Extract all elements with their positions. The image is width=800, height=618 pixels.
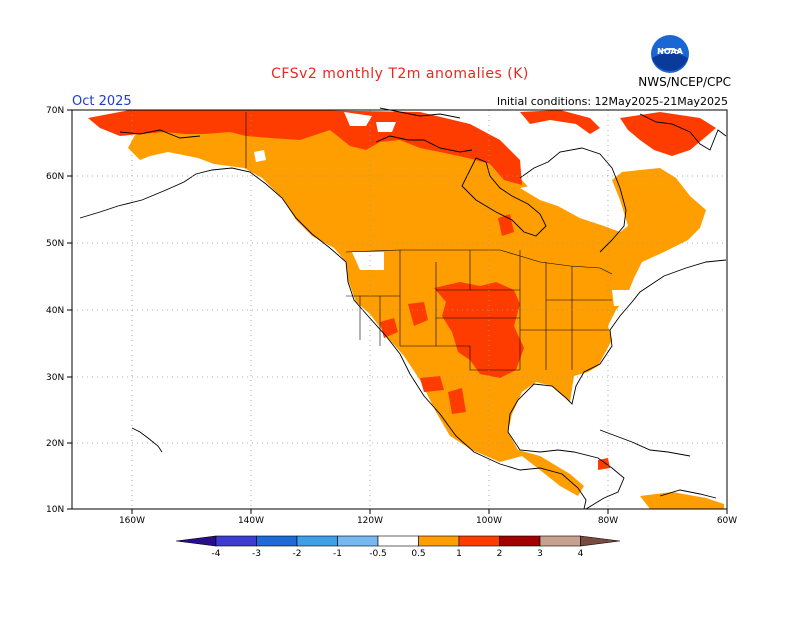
colorbar-labels: -4 -3 -2 -1 -0.5 0.5 1 2 3 4 xyxy=(212,549,584,559)
lon-label: 60W xyxy=(717,516,737,526)
lat-label: 20N xyxy=(46,439,64,449)
lon-label: 160W xyxy=(119,516,145,526)
lat-label: 40N xyxy=(46,306,64,316)
colorbar-label: 0.5 xyxy=(411,549,425,559)
colorbar-segment xyxy=(175,535,217,547)
lat-label: 30N xyxy=(46,373,64,383)
agency-label: NWS/NCEP/CPC xyxy=(638,75,731,89)
noaa-logo: NOAA xyxy=(651,35,689,73)
map-title: CFSv2 monthly T2m anomalies (K) xyxy=(271,66,529,82)
lon-label: 80W xyxy=(598,516,618,526)
coastlines xyxy=(79,107,727,510)
forecast-month: Oct 2025 xyxy=(72,94,132,109)
colorbar-segment xyxy=(377,535,419,547)
colorbar-label: 2 xyxy=(497,549,503,559)
colorbar-label: -3 xyxy=(252,549,261,559)
graticule xyxy=(72,110,727,509)
logo-text: NOAA xyxy=(657,47,683,56)
lat-label: 50N xyxy=(46,239,64,249)
lon-label: 100W xyxy=(476,516,502,526)
colorbar-label: 1 xyxy=(456,549,462,559)
initial-conditions: Initial conditions: 12May2025-21May2025 xyxy=(496,95,728,108)
colorbar-segment xyxy=(580,535,621,547)
anomaly-field-red xyxy=(88,110,716,470)
colorbar-label: -2 xyxy=(293,549,302,559)
colorbar-label: -0.5 xyxy=(369,549,387,559)
colorbar-segment xyxy=(458,535,500,547)
colorbar-segment xyxy=(256,535,298,547)
colorbar-segment xyxy=(418,535,460,547)
lat-label: 60N xyxy=(46,172,64,182)
lon-label: 140W xyxy=(238,516,264,526)
lat-label: 10N xyxy=(46,505,64,515)
political-borders xyxy=(245,112,613,371)
tick-marks xyxy=(67,109,728,514)
colorbar-label: -4 xyxy=(212,549,221,559)
colorbar-segment xyxy=(337,535,379,547)
neutral-patches xyxy=(254,112,640,306)
colorbar-segment xyxy=(296,535,338,547)
lon-label: 120W xyxy=(357,516,383,526)
color-bar xyxy=(175,535,621,547)
colorbar-segment xyxy=(215,535,257,547)
colorbar-segment xyxy=(539,535,581,547)
colorbar-label: 4 xyxy=(578,549,584,559)
colorbar-label: -1 xyxy=(333,549,342,559)
colorbar-segment xyxy=(499,535,541,547)
lat-label: 70N xyxy=(46,106,64,116)
colorbar-label: 3 xyxy=(537,549,543,559)
